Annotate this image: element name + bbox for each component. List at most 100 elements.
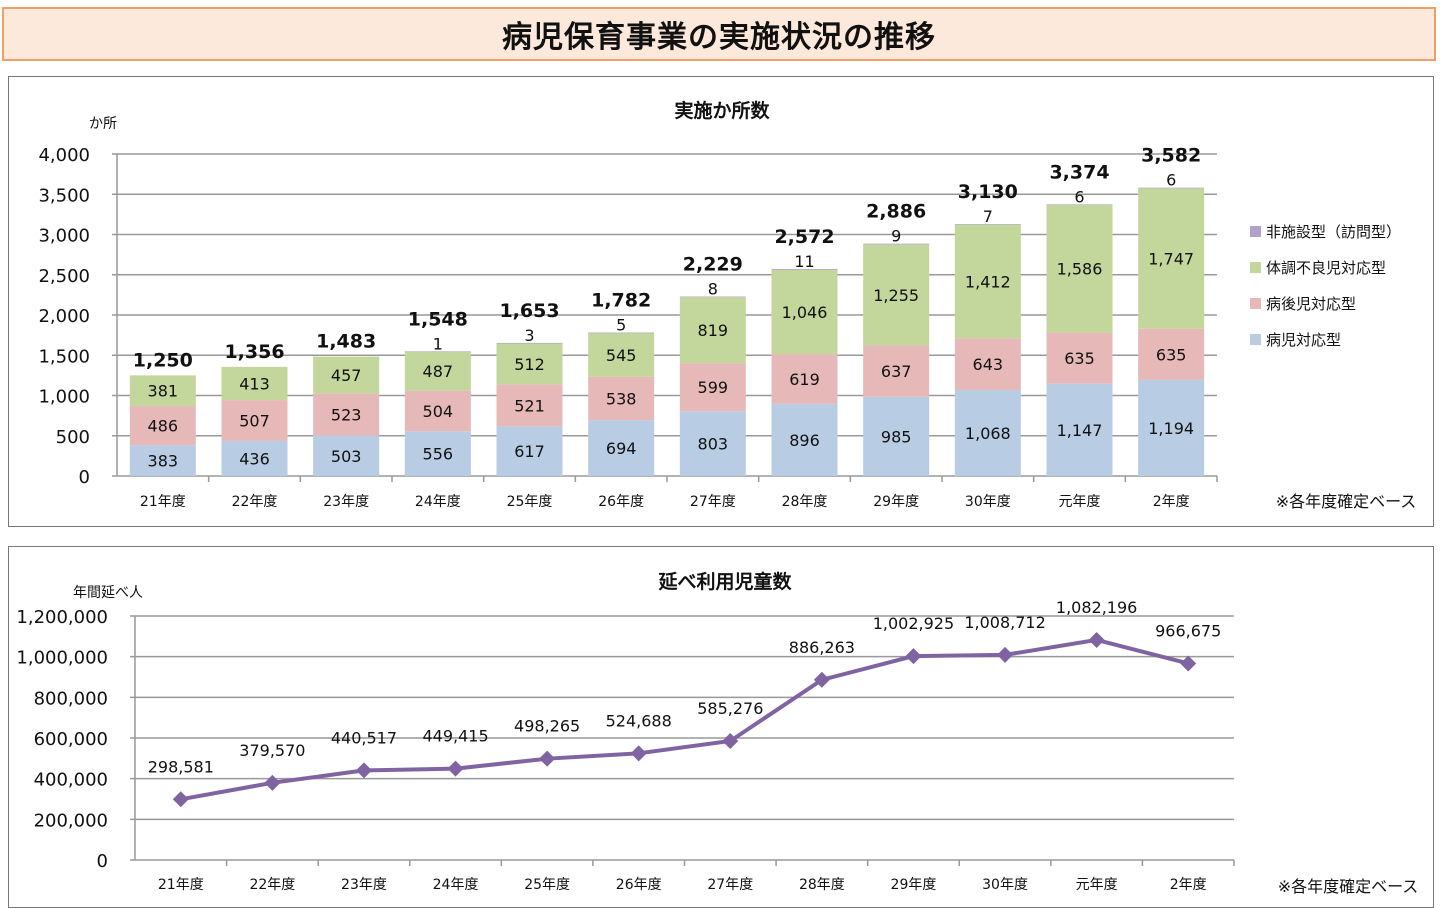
data-point-marker [997, 646, 1014, 663]
x-tick-label: 27年度 [707, 877, 753, 893]
bar-segment [954, 224, 1021, 225]
total-label: 1,782 [591, 290, 651, 312]
data-point-marker [813, 671, 830, 688]
x-tick-label: 23年度 [341, 877, 387, 893]
bar-segment [313, 435, 380, 476]
data-label: 487 [423, 362, 454, 381]
bar-segment [496, 426, 563, 476]
data-label: 585,276 [697, 699, 763, 718]
total-label: 1,483 [316, 331, 376, 353]
data-point-marker [355, 762, 372, 779]
y-tick-label: 0 [79, 467, 90, 488]
data-label: 440,517 [331, 728, 397, 747]
data-label: 1,194 [1148, 419, 1194, 438]
x-tick-label: 26年度 [598, 494, 644, 510]
data-label: 1,008,712 [964, 613, 1045, 632]
bar-segment [771, 403, 838, 476]
bar-segment [129, 445, 196, 476]
data-label: 523 [331, 405, 362, 424]
data-label: 538 [606, 389, 637, 408]
data-label: 819 [698, 321, 729, 340]
x-tick-label: 2年度 [1153, 494, 1190, 510]
y-tick-label: 3,500 [38, 185, 90, 206]
data-label: 1,412 [965, 272, 1011, 291]
total-label: 1,250 [133, 349, 193, 371]
data-point-marker [905, 648, 922, 665]
x-tick-label: 元年度 [1059, 494, 1101, 510]
bar-segment [679, 296, 746, 298]
y-tick-label: 2,500 [38, 266, 90, 287]
data-label: 1,255 [873, 286, 919, 305]
bar-segment [588, 420, 655, 476]
data-label: 985 [881, 427, 912, 446]
bar-segment [129, 406, 196, 446]
data-label: 556 [423, 445, 454, 464]
data-label: 524,688 [606, 711, 672, 730]
total-label: 3,582 [1141, 145, 1201, 167]
legend-swatch [1250, 262, 1261, 273]
data-label: 1,002,925 [873, 614, 954, 633]
y-tick-label: 0 [97, 851, 108, 872]
total-label: 1,653 [499, 300, 559, 322]
page-title-bar: 病児保育事業の実施状況の推移 [2, 7, 1436, 61]
bar-segment [771, 269, 838, 355]
chart-title: 実施か所数 [674, 99, 770, 122]
bar-segment [771, 268, 838, 270]
data-label: 635 [1156, 345, 1187, 364]
data-label: 1,747 [1148, 249, 1194, 268]
data-label: 521 [514, 396, 545, 415]
data-label: 1,147 [1057, 421, 1103, 440]
bar-segment [1138, 187, 1205, 189]
data-label: 1 [433, 334, 443, 353]
y-tick-label: 1,200,000 [16, 607, 108, 628]
data-label: 803 [698, 435, 729, 454]
x-tick-label: 21年度 [158, 877, 204, 893]
bar-segment [679, 411, 746, 476]
legend-swatch [1250, 334, 1261, 345]
bar-segment [221, 366, 288, 401]
data-label: 643 [973, 355, 1004, 374]
data-point-marker [1088, 631, 1105, 648]
data-line [180, 637, 1189, 802]
x-tick-label: 26年度 [616, 877, 662, 893]
data-label: 507 [239, 411, 270, 430]
x-tick-label: 29年度 [891, 877, 937, 893]
bar-segment [496, 343, 563, 385]
total-label: 3,374 [1049, 161, 1109, 183]
x-tick-label: 30年度 [982, 877, 1028, 893]
y-tick-label: 1,000 [38, 387, 90, 408]
legend-label: 病児対応型 [1266, 331, 1341, 349]
y-tick-label: 1,000,000 [16, 648, 108, 669]
total-label: 1,356 [224, 341, 284, 363]
footnote: ※各年度確定ベース [1278, 877, 1419, 896]
x-tick-label: 22年度 [249, 877, 295, 893]
legend-label: 非施設型（訪問型） [1266, 223, 1401, 241]
bar-segment [588, 332, 655, 334]
bar-segment [129, 375, 196, 407]
legend-swatch [1250, 226, 1261, 237]
bar-segment [863, 396, 930, 476]
bar-segment [679, 363, 746, 412]
bar-segment [863, 345, 930, 397]
bar-segment [1046, 204, 1113, 205]
data-point-marker [1180, 655, 1197, 672]
data-label: 498,265 [514, 717, 580, 736]
y-tick-label: 200,000 [34, 810, 108, 831]
y-tick-label: 3,000 [38, 226, 90, 247]
bar-segment [679, 297, 746, 364]
bar-segment [863, 243, 930, 245]
data-label: 617 [514, 442, 545, 461]
data-label: 619 [789, 370, 820, 389]
x-tick-label: 24年度 [415, 494, 461, 510]
data-label: 1,586 [1057, 260, 1103, 279]
bar-segment [863, 244, 930, 346]
bar-segment [588, 376, 655, 421]
total-label: 1,548 [408, 308, 468, 330]
bar-segment [1138, 188, 1205, 329]
data-label: 5 [616, 316, 626, 335]
bar-segment [404, 431, 471, 476]
bar-segment [1138, 328, 1205, 380]
x-tick-label: 22年度 [232, 494, 278, 510]
data-point-marker [539, 750, 556, 767]
